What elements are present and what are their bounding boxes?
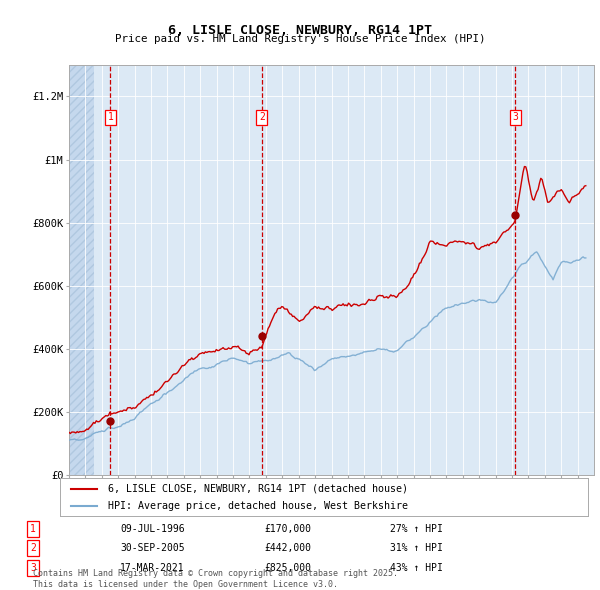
Text: 6, LISLE CLOSE, NEWBURY, RG14 1PT: 6, LISLE CLOSE, NEWBURY, RG14 1PT	[168, 24, 432, 37]
Text: Contains HM Land Registry data © Crown copyright and database right 2025.
This d: Contains HM Land Registry data © Crown c…	[33, 569, 398, 589]
Text: 1: 1	[107, 112, 113, 122]
Text: 6, LISLE CLOSE, NEWBURY, RG14 1PT (detached house): 6, LISLE CLOSE, NEWBURY, RG14 1PT (detac…	[107, 484, 407, 494]
Text: 17-MAR-2021: 17-MAR-2021	[120, 563, 185, 573]
Text: £825,000: £825,000	[264, 563, 311, 573]
Text: 3: 3	[512, 112, 518, 122]
Text: Price paid vs. HM Land Registry's House Price Index (HPI): Price paid vs. HM Land Registry's House …	[115, 34, 485, 44]
Text: 43% ↑ HPI: 43% ↑ HPI	[390, 563, 443, 573]
Text: HPI: Average price, detached house, West Berkshire: HPI: Average price, detached house, West…	[107, 500, 407, 510]
Text: 2: 2	[30, 543, 36, 553]
Bar	[69, 65, 94, 475]
Text: 27% ↑ HPI: 27% ↑ HPI	[390, 524, 443, 534]
Text: 2: 2	[259, 112, 265, 122]
Text: £442,000: £442,000	[264, 543, 311, 553]
Text: 3: 3	[30, 563, 36, 573]
Text: 31% ↑ HPI: 31% ↑ HPI	[390, 543, 443, 553]
Text: 1: 1	[30, 524, 36, 534]
Text: £170,000: £170,000	[264, 524, 311, 534]
Text: 30-SEP-2005: 30-SEP-2005	[120, 543, 185, 553]
Text: 09-JUL-1996: 09-JUL-1996	[120, 524, 185, 534]
